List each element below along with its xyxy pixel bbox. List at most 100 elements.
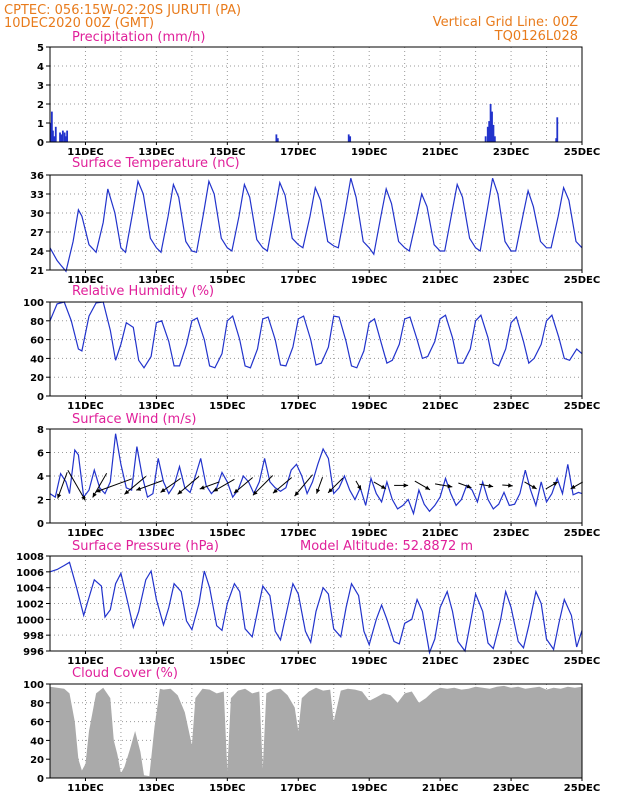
wind-arrow xyxy=(233,477,253,494)
x-tick-label: 19DEC xyxy=(351,401,387,412)
y-tick-label: 100 xyxy=(23,680,44,691)
wind-arrow xyxy=(394,483,409,488)
wind-arrow-head xyxy=(294,491,300,497)
wind-arrow-head xyxy=(447,483,453,489)
wind-arrow xyxy=(545,481,559,490)
wind-arrow xyxy=(434,483,453,489)
wind-arrow xyxy=(414,480,431,491)
precip-bar xyxy=(49,123,52,142)
x-tick-label: 21DEC xyxy=(422,528,458,539)
wind-arrow xyxy=(95,478,133,493)
wind-arrow-head xyxy=(552,481,558,487)
y-tick-label: 5 xyxy=(37,43,44,54)
wind-arrow-head xyxy=(160,488,166,493)
wind-arrow xyxy=(458,482,472,489)
x-tick-label: 11DEC xyxy=(67,401,103,412)
panel-frame xyxy=(49,428,583,524)
wind-arrow xyxy=(570,481,583,490)
panel-frame xyxy=(49,555,583,652)
wind-arrow-head xyxy=(466,484,472,489)
precip-bar xyxy=(54,126,57,142)
panel-rh: Relative Humidity (%) 0 20 40 60 80 100 11DEC 13… xyxy=(23,284,600,412)
wind-series-line xyxy=(49,433,583,516)
precip-bar xyxy=(484,136,487,142)
panel-cloud: Cloud Cover (%) 0 20 40 60 80 100 11DEC 13DEC 15D… xyxy=(23,666,600,794)
x-tick-label: 11DEC xyxy=(67,147,103,158)
wind-arrow xyxy=(135,480,163,491)
y-tick-label: 100 xyxy=(23,298,44,309)
x-tick-label: 13DEC xyxy=(138,528,174,539)
x-tick-label: 17DEC xyxy=(280,401,316,412)
x-tick-label: 17DEC xyxy=(280,275,316,286)
precip-bar xyxy=(63,132,66,142)
panel-title: Surface Temperature (nC) xyxy=(72,156,240,171)
y-tick-label: 20 xyxy=(30,755,44,766)
cloud-cover-area xyxy=(50,685,582,778)
y-tick-label: 1002 xyxy=(16,600,44,611)
y-tick-label: 60 xyxy=(30,718,44,729)
wind-arrow-head xyxy=(95,488,101,493)
y-tick-label: 30 xyxy=(30,209,44,220)
precip-bar xyxy=(61,130,64,142)
wind-arrow-shaft xyxy=(124,476,147,495)
y-tick-label: 0 xyxy=(37,392,44,403)
wind-arrow xyxy=(355,480,362,491)
wind-arrow xyxy=(124,476,147,495)
wind-arrow xyxy=(524,481,537,490)
x-tick-label: 23DEC xyxy=(493,656,529,667)
y-tick-label: 36 xyxy=(30,171,44,182)
wind-arrow-shaft xyxy=(95,478,133,493)
x-tick-label: 15DEC xyxy=(209,275,245,286)
y-tick-label: 2 xyxy=(37,100,44,111)
panel-pressure: Surface Pressure (hPa) Model Altitude: 52… xyxy=(16,539,600,667)
y-tick-label: 33 xyxy=(30,190,44,201)
wind-arrow-head xyxy=(403,483,409,488)
x-tick-label: 15DEC xyxy=(209,656,245,667)
y-tick-label: 40 xyxy=(30,354,44,365)
wind-arrow xyxy=(373,481,387,490)
x-tick-label: 23DEC xyxy=(493,275,529,286)
wind-arrow xyxy=(502,483,513,488)
precip-bar xyxy=(486,126,489,142)
y-tick-label: 80 xyxy=(30,699,44,710)
y-tick-label: 998 xyxy=(23,631,44,642)
pressure-series-line xyxy=(49,561,583,655)
x-tick-label: 21DEC xyxy=(422,275,458,286)
y-tick-label: 2 xyxy=(37,496,44,507)
precip-bar xyxy=(52,130,54,142)
y-tick-label: 0 xyxy=(37,138,44,149)
y-tick-label: 60 xyxy=(30,336,44,347)
precip-bar xyxy=(488,121,491,142)
x-tick-label: 17DEC xyxy=(280,528,316,539)
precip-bar xyxy=(555,138,558,142)
wind-arrow xyxy=(479,483,494,488)
panel-frame xyxy=(49,301,583,397)
y-tick-label: 24 xyxy=(30,247,44,258)
x-tick-label: 15DEC xyxy=(209,147,245,158)
x-tick-label: 15DEC xyxy=(209,401,245,412)
x-tick-label: 25DEC xyxy=(564,528,600,539)
precip-bar xyxy=(491,111,493,142)
wind-arrow-head xyxy=(531,484,537,489)
precip-bar xyxy=(59,132,61,142)
panel-temp: Surface Temperature (nC) 21 24 27 30 33 36 11DE… xyxy=(30,156,600,286)
wind-arrow-shaft xyxy=(177,476,200,495)
y-tick-label: 1 xyxy=(37,119,44,130)
wind-arrow-head xyxy=(570,484,576,489)
header-model: TQ0126L028 xyxy=(494,29,578,44)
x-tick-label: 21DEC xyxy=(422,147,458,158)
wind-arrow-head xyxy=(328,488,333,493)
precip-bar xyxy=(276,138,279,142)
panel-wind: Surface Wind (m/s) 0 2 4 6 8 11DEC 13DEC 15DEC 17… xyxy=(37,412,600,539)
header-location: CPTEC: 056:15W-02:20S JURUTI (PA) xyxy=(4,3,241,18)
x-tick-label: 25DEC xyxy=(564,147,600,158)
precip-bar xyxy=(53,136,56,142)
y-tick-label: 1000 xyxy=(16,615,44,626)
precip-bar xyxy=(60,134,62,142)
wind-arrow xyxy=(316,477,324,494)
panel-precip: Precipitation (mm/h) 0 1 2 3 4 5 11DEC 13DEC 15DE… xyxy=(37,30,600,158)
panel-title: Surface Wind (m/s) xyxy=(72,412,196,427)
y-tick-label: 0 xyxy=(37,774,44,785)
x-tick-label: 13DEC xyxy=(138,656,174,667)
